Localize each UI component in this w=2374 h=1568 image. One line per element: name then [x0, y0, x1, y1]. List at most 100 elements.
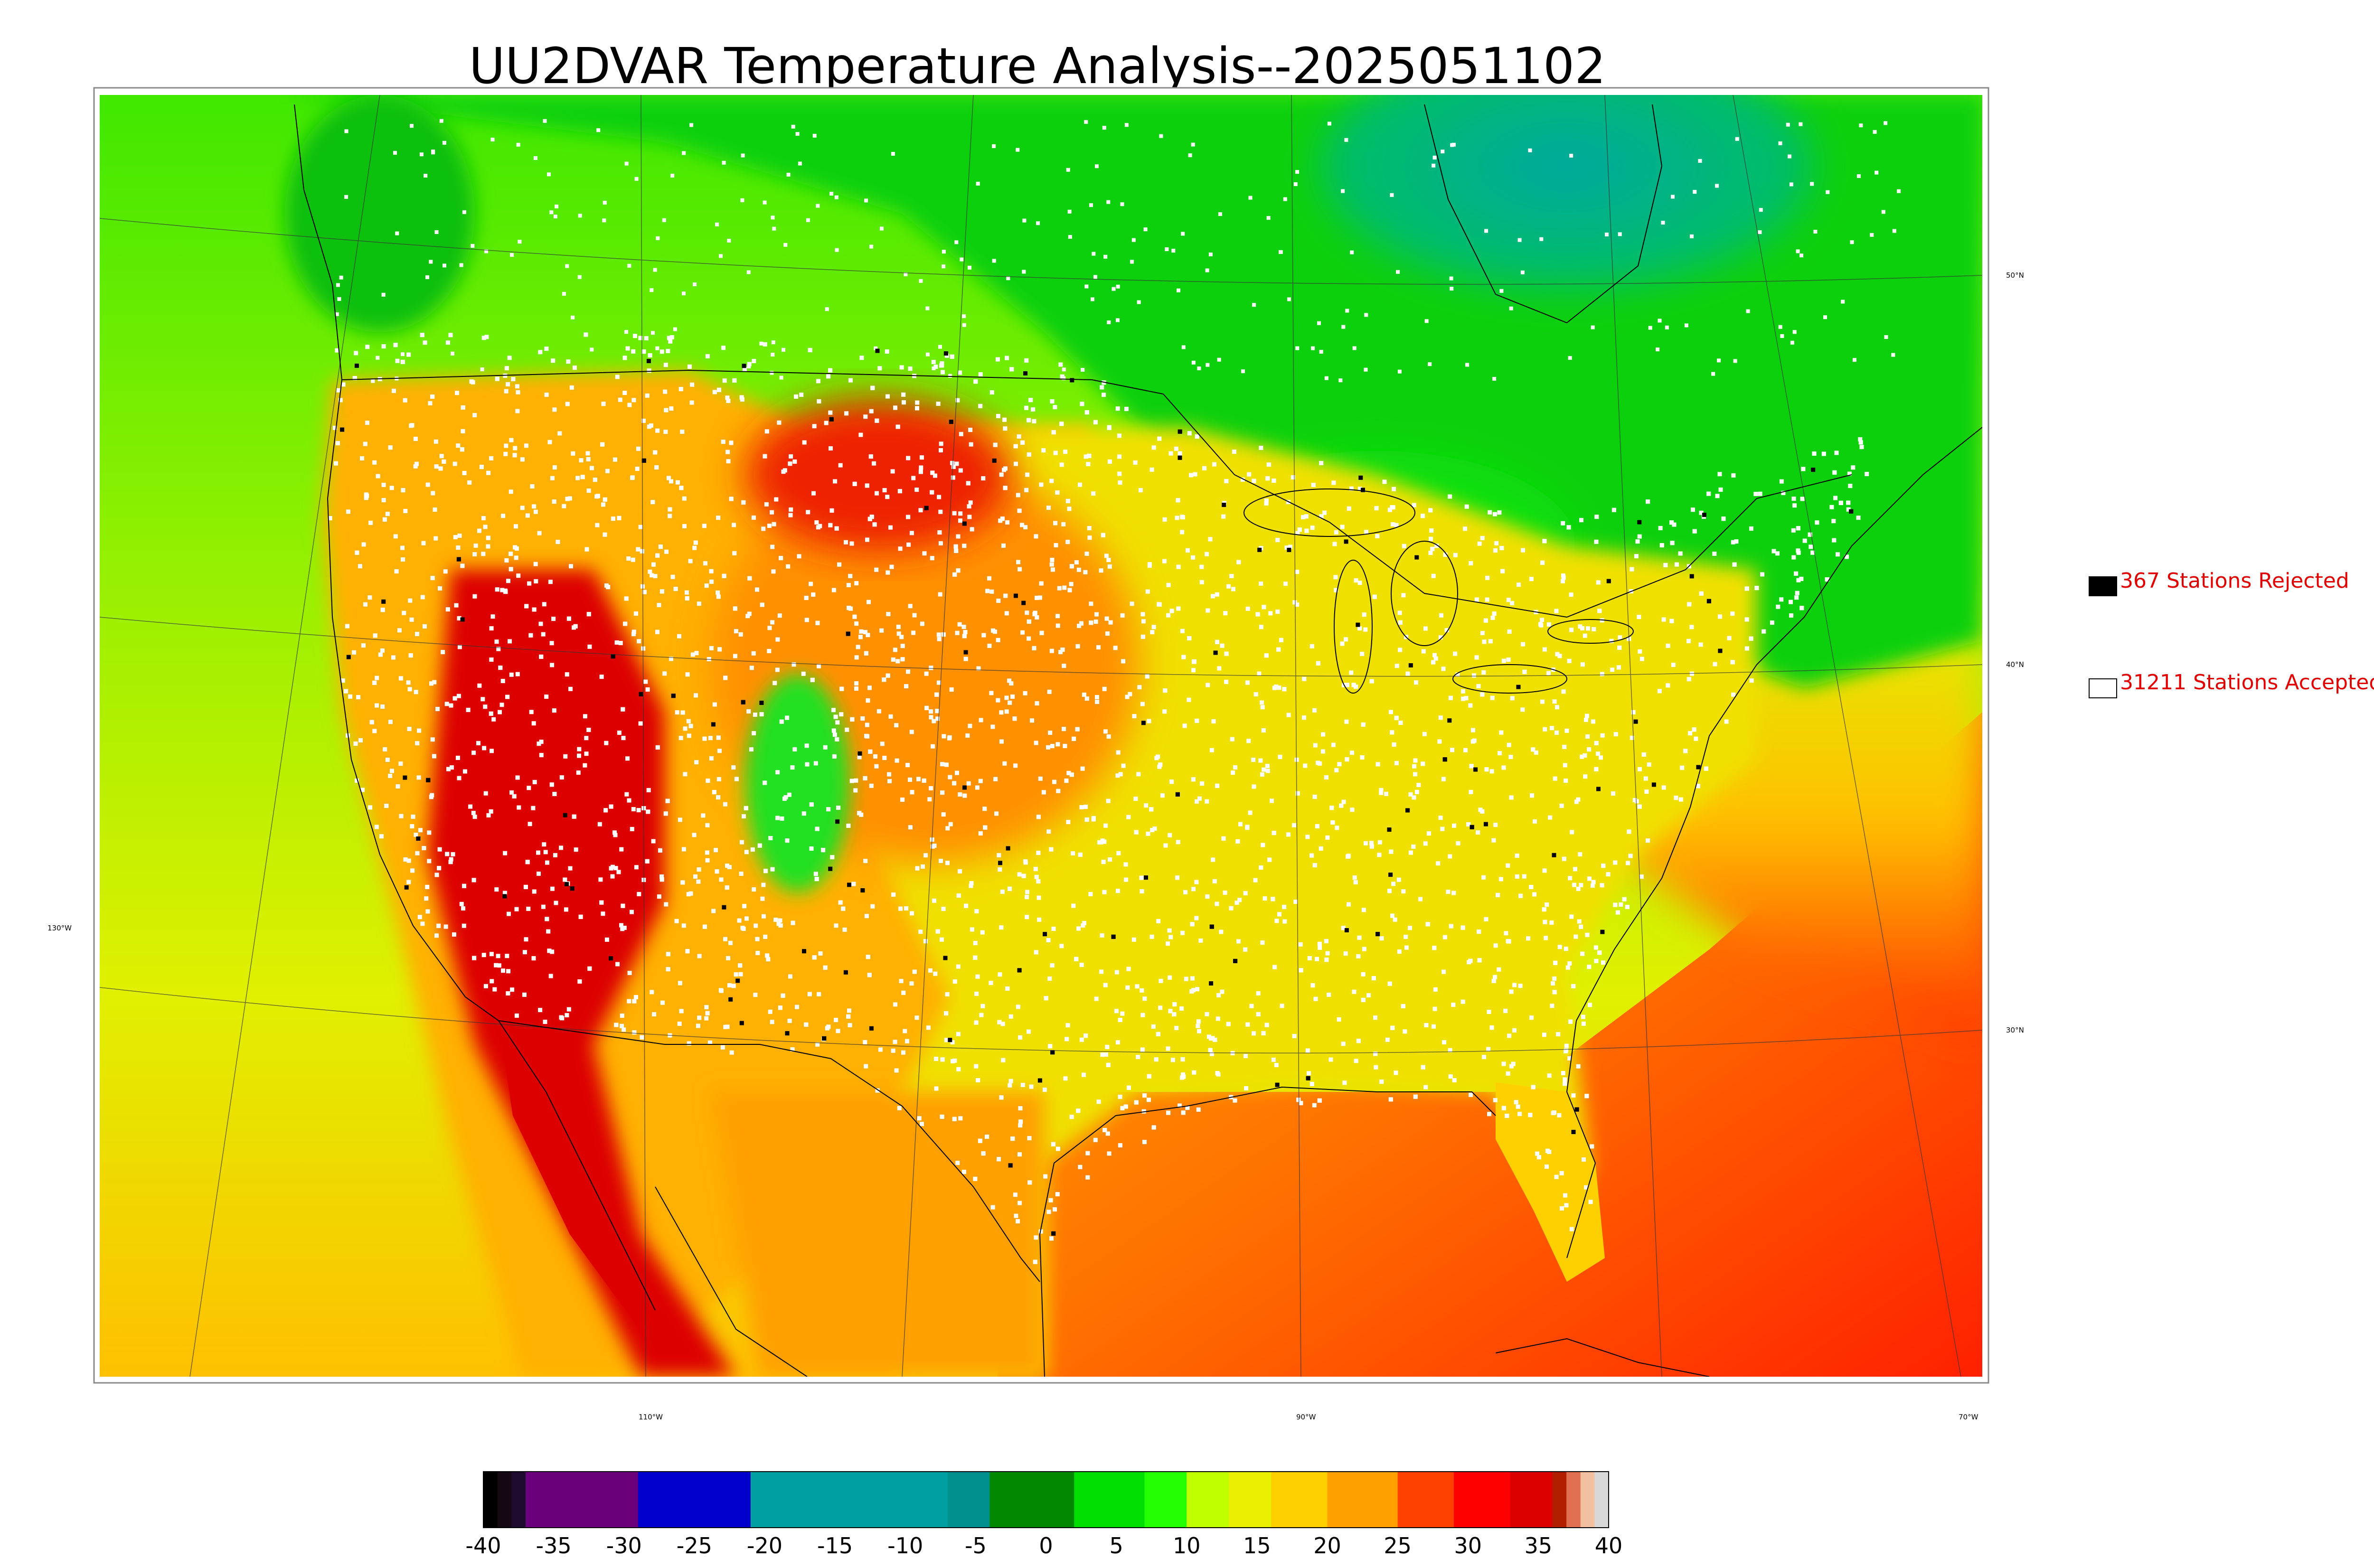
station-marker: [704, 1005, 709, 1009]
station-marker: [1452, 1078, 1457, 1082]
station-marker: [449, 765, 454, 770]
station-marker: [712, 790, 716, 795]
station-marker: [1107, 320, 1111, 324]
station-marker: [657, 894, 661, 899]
station-marker: [1505, 1114, 1509, 1118]
station-marker: [641, 458, 646, 463]
station-marker: [1283, 582, 1288, 586]
station-marker: [1696, 765, 1701, 770]
station-marker: [956, 1032, 961, 1036]
station-marker: [1274, 919, 1279, 923]
station-marker: [597, 822, 602, 826]
station-marker: [1832, 470, 1837, 475]
station-marker: [612, 830, 617, 835]
station-marker: [1100, 385, 1104, 390]
station-marker: [1211, 594, 1215, 599]
station-marker: [565, 497, 570, 501]
station-marker: [1159, 134, 1163, 138]
station-marker: [1154, 756, 1159, 761]
station-marker: [1017, 567, 1022, 572]
station-marker: [951, 475, 955, 480]
station-marker: [1529, 885, 1534, 889]
colorbar-ticks: -40 -35 -30 -25 -20 -15 -10 -5 0 5 10 15 20 25 30 35 40: [465, 1533, 1622, 1559]
station-marker: [490, 749, 494, 753]
station-marker: [1344, 138, 1348, 142]
station-marker: [1251, 758, 1256, 762]
station-marker: [1422, 732, 1427, 736]
station-marker: [566, 616, 571, 621]
station-marker: [954, 240, 959, 244]
station-marker: [1568, 356, 1572, 360]
station-marker: [852, 481, 857, 486]
station-marker: [460, 447, 464, 452]
station-marker: [1035, 615, 1039, 620]
station-marker: [944, 353, 949, 358]
station-marker: [1347, 902, 1351, 907]
station-marker: [1696, 784, 1700, 789]
station-marker: [1734, 539, 1739, 544]
station-marker: [851, 882, 856, 886]
station-marker: [999, 925, 1004, 930]
station-marker: [1021, 601, 1026, 605]
station-marker: [559, 1015, 564, 1020]
station-marker: [929, 786, 933, 790]
station-marker: [1592, 627, 1596, 631]
station-marker: [880, 742, 885, 746]
station-marker: [1287, 297, 1291, 301]
station-marker: [763, 342, 767, 347]
station-marker: [1041, 448, 1046, 453]
station-marker: [1413, 758, 1418, 763]
station-marker: [1114, 970, 1119, 975]
station-marker: [1168, 975, 1172, 980]
station-marker: [1095, 700, 1100, 704]
map-area[interactable]: [100, 43, 1982, 1377]
station-marker: [1599, 755, 1603, 760]
station-marker: [939, 859, 943, 863]
station-marker: [332, 425, 337, 430]
station-marker: [527, 581, 532, 586]
station-marker: [1826, 190, 1830, 194]
station-marker: [910, 911, 914, 916]
station-marker: [1529, 1015, 1534, 1020]
station-marker: [534, 579, 538, 583]
station-marker: [1076, 567, 1081, 572]
station-marker: [1528, 148, 1532, 152]
station-marker: [1180, 1075, 1185, 1080]
station-marker: [1010, 1136, 1015, 1141]
station-marker: [533, 509, 538, 514]
station-marker: [1120, 202, 1124, 207]
station-marker: [355, 779, 359, 783]
station-marker: [1266, 216, 1271, 220]
station-marker: [1388, 710, 1393, 714]
station-marker: [961, 1170, 966, 1174]
northern-plains-hot-spot: [745, 399, 1011, 551]
station-marker: [1180, 930, 1185, 935]
station-marker: [712, 390, 717, 394]
accepted-stations-layer: [328, 119, 1901, 1264]
station-marker: [1115, 1040, 1120, 1045]
station-marker: [1049, 847, 1054, 852]
station-marker: [1823, 315, 1827, 319]
station-marker: [864, 914, 869, 919]
station-marker: [472, 956, 477, 960]
station-marker: [1272, 831, 1276, 836]
station-marker: [1024, 488, 1029, 492]
station-marker: [1789, 613, 1794, 618]
station-marker: [1178, 429, 1182, 434]
station-marker: [931, 360, 936, 364]
station-marker: [864, 198, 868, 203]
station-marker: [1330, 820, 1335, 825]
station-marker: [1593, 945, 1598, 950]
station-marker: [512, 794, 517, 798]
station-marker: [847, 1008, 851, 1013]
station-marker: [399, 814, 404, 818]
station-marker: [1638, 649, 1642, 654]
station-marker: [828, 523, 833, 527]
station-marker: [1643, 776, 1648, 781]
station-marker: [1168, 451, 1173, 456]
station-marker: [771, 216, 775, 220]
station-marker: [425, 884, 430, 889]
station-marker: [739, 1021, 744, 1025]
station-marker: [863, 859, 868, 864]
station-marker: [543, 1020, 547, 1024]
